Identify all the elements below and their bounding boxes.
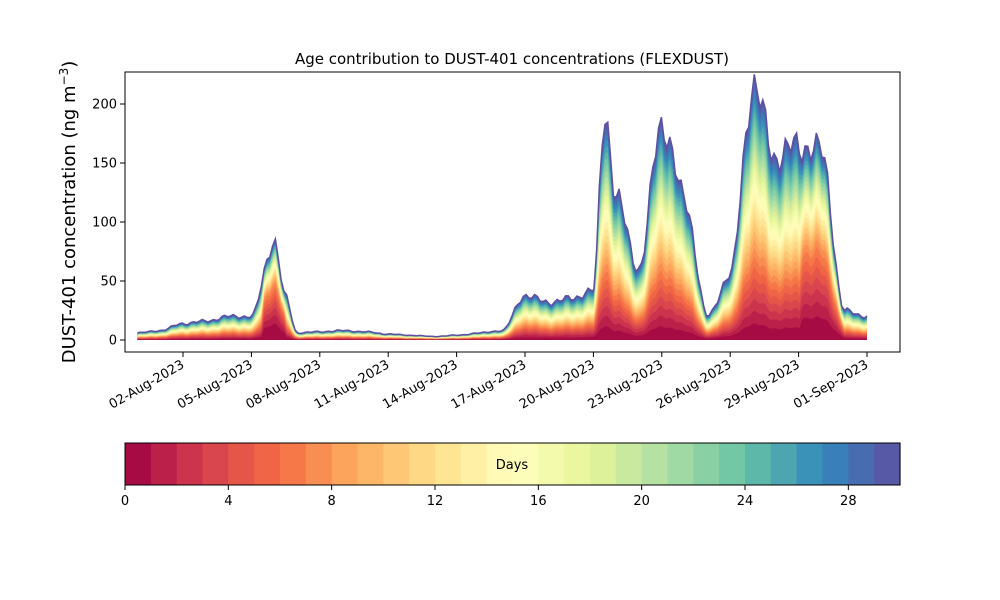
colorbar-tick-label: 12 xyxy=(427,494,444,509)
x-tick-label: 08-Aug-2023 xyxy=(243,357,323,412)
colorbar-segment-18 xyxy=(590,443,617,485)
x-tick-label: 23-Aug-2023 xyxy=(585,357,665,412)
colorbar-segment-16 xyxy=(538,443,565,485)
colorbar-tick-label: 16 xyxy=(530,494,547,509)
colorbar-segment-2 xyxy=(176,443,204,485)
colorbar-label: Days xyxy=(496,458,529,473)
colorbar-segment-10 xyxy=(383,443,410,485)
y-tick-label: 100 xyxy=(92,216,117,231)
colorbar-segment-17 xyxy=(564,443,591,485)
colorbar-frame xyxy=(124,442,901,486)
y-tick-label: 150 xyxy=(92,157,117,172)
colorbar-segment-11 xyxy=(409,443,436,485)
colorbar-segment-7 xyxy=(305,443,333,485)
colorbar-segment-5 xyxy=(254,443,281,485)
total-concentration-line xyxy=(137,74,868,338)
y-tick-label: 50 xyxy=(100,275,117,290)
stacked-age-areas xyxy=(137,74,868,341)
colorbar-segment-6 xyxy=(280,443,307,485)
colorbar-tick-label: 0 xyxy=(121,494,129,509)
x-tick-label: 20-Aug-2023 xyxy=(517,357,597,412)
colorbar-segment-12 xyxy=(435,443,462,485)
y-axis-label: DUST-401 concentration (ng m−3) xyxy=(57,61,80,364)
x-tick-label: 14-Aug-2023 xyxy=(380,357,460,412)
x-tick-label: 02-Aug-2023 xyxy=(107,357,187,412)
plot-frame xyxy=(124,71,901,353)
x-tick-label: 26-Aug-2023 xyxy=(654,357,734,412)
y-tick-label: 0 xyxy=(109,334,117,349)
colorbar-tick-label: 4 xyxy=(224,494,232,509)
y-axis-label-main: DUST-401 concentration (ng m xyxy=(59,85,80,363)
colorbar-segment-23 xyxy=(719,443,746,485)
colorbar-segment-28 xyxy=(848,443,875,485)
x-tick-label: 01-Sep-2023 xyxy=(791,357,871,412)
colorbar-segment-4 xyxy=(228,443,255,485)
colorbar-segment-29 xyxy=(874,443,901,485)
x-axis: 02-Aug-202305-Aug-202308-Aug-202311-Aug-… xyxy=(107,352,871,413)
y-axis-label-exponent: −3 xyxy=(57,68,71,86)
y-tick-label: 200 xyxy=(92,98,117,113)
colorbar-tick-label: 24 xyxy=(737,494,754,509)
colorbar-segment-8 xyxy=(331,443,359,485)
colorbar-tick-label: 28 xyxy=(840,494,857,509)
chart-title: Age contribution to DUST-401 concentrati… xyxy=(295,50,729,68)
x-tick-label: 11-Aug-2023 xyxy=(312,357,392,412)
colorbar-segment-26 xyxy=(796,443,824,485)
colorbar-segment-24 xyxy=(745,443,772,485)
colorbar-segment-21 xyxy=(667,443,694,485)
x-tick-label: 29-Aug-2023 xyxy=(722,357,802,412)
colorbar-segment-14 xyxy=(486,443,514,485)
colorbar-segment-15 xyxy=(512,443,539,485)
y-axis: 0 50 100 150 200 xyxy=(92,98,125,349)
colorbar-ticks: 0 4 8 12 16 20 24 28 xyxy=(121,485,857,509)
colorbar-tick-label: 8 xyxy=(328,494,336,509)
colorbar-segment-1 xyxy=(150,443,178,485)
colorbar-segment-22 xyxy=(693,443,720,485)
colorbar-segment-27 xyxy=(822,443,849,485)
colorbar-segment-13 xyxy=(460,443,488,485)
colorbar-segment-3 xyxy=(202,443,229,485)
colorbar xyxy=(124,442,901,486)
y-axis-label-close: ) xyxy=(59,61,80,68)
colorbar-segment-25 xyxy=(770,443,798,485)
x-tick-label: 05-Aug-2023 xyxy=(175,357,255,412)
x-tick-label: 17-Aug-2023 xyxy=(449,357,529,412)
age-band-area-0 xyxy=(137,316,867,340)
colorbar-segment-0 xyxy=(125,443,152,485)
colorbar-segment-19 xyxy=(615,443,643,485)
colorbar-segment-20 xyxy=(641,443,669,485)
colorbar-segment-9 xyxy=(357,443,384,485)
colorbar-tick-label: 20 xyxy=(633,494,650,509)
age-band-area-1 xyxy=(137,301,867,340)
